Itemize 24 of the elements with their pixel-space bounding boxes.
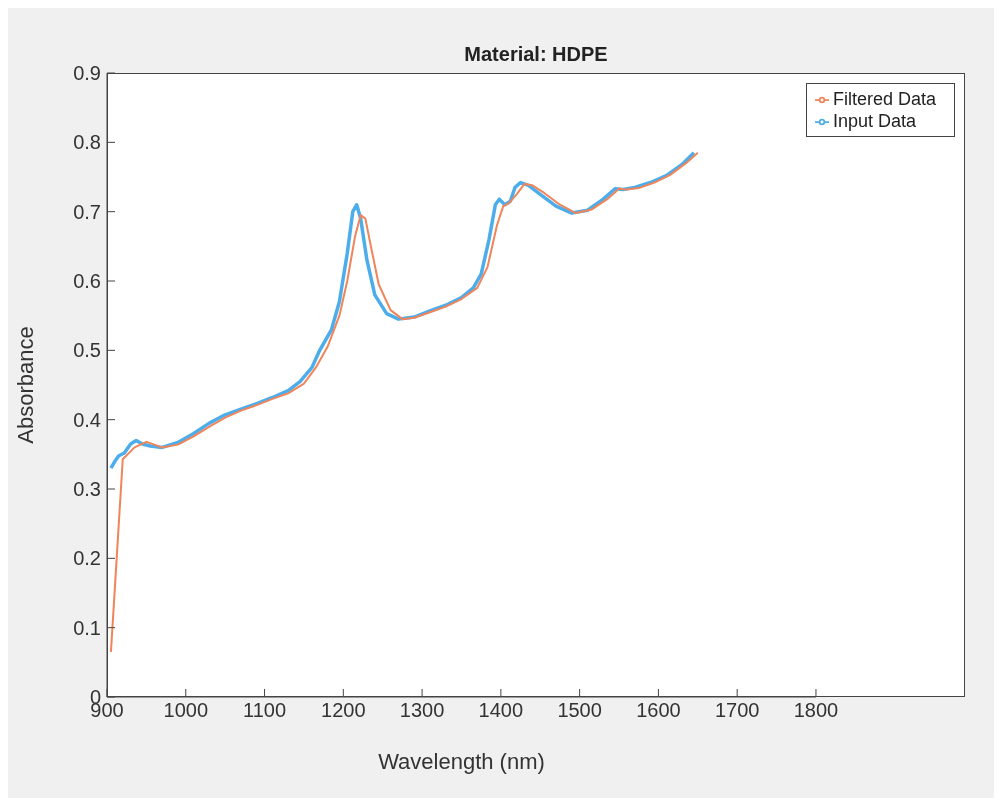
x-tick-label: 1600 bbox=[636, 699, 681, 722]
y-axis-title: Absorbance bbox=[12, 326, 38, 444]
y-tick-label: 0.8 bbox=[73, 131, 101, 154]
x-tick-label: 1100 bbox=[243, 699, 287, 722]
x-tick-label: 1700 bbox=[714, 699, 760, 722]
y-tick-label: 0.9 bbox=[73, 62, 101, 85]
x-tick-label: 1800 bbox=[793, 699, 839, 722]
chart-title: Material: HDPE bbox=[463, 43, 609, 66]
y-tick-label: 0.3 bbox=[73, 478, 101, 501]
legend-label: Filtered Data bbox=[832, 89, 936, 109]
y-tick-label: 0.5 bbox=[73, 339, 101, 362]
y-tick-label: 0.1 bbox=[73, 616, 101, 639]
legend-label: Input Data bbox=[832, 111, 917, 131]
x-tick-label: 1300 bbox=[399, 699, 445, 722]
y-tick-label: 0.6 bbox=[73, 270, 101, 293]
x-tick-label: 1200 bbox=[321, 699, 366, 722]
y-tick-label: 0.2 bbox=[73, 547, 101, 570]
x-tick-label: 1500 bbox=[557, 699, 602, 722]
x-tick-label: 1400 bbox=[478, 699, 524, 722]
line-series bbox=[109, 151, 699, 653]
x-tick-label: 1000 bbox=[163, 699, 209, 722]
y-tick-label: 0.7 bbox=[73, 200, 101, 223]
y-tick-label: 0.4 bbox=[73, 408, 101, 431]
x-axis-title: Wavelength (nm) bbox=[378, 749, 545, 774]
